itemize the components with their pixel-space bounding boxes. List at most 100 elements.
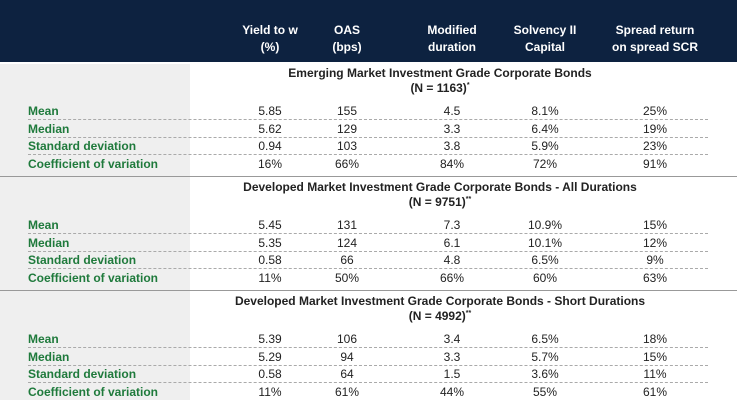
cell-value: 10.1% — [527, 235, 563, 250]
column-header: on spread SCR — [611, 40, 698, 54]
cell-value: 124 — [336, 235, 358, 250]
row-divider — [28, 382, 708, 383]
cell-value: 155 — [336, 104, 358, 118]
row-divider — [28, 268, 708, 269]
cell-value: 3.4 — [443, 332, 461, 346]
cell-value: 4.8 — [443, 253, 461, 267]
cell-value: 12% — [642, 235, 668, 250]
cell-value: 66 — [340, 253, 354, 267]
cell-value: 3.6% — [531, 367, 559, 381]
section-title: Emerging Market Investment Grade Corpora… — [288, 66, 592, 80]
cell-value: 60% — [532, 270, 558, 285]
row-label: Standard deviation — [28, 139, 137, 153]
cell-value: 84% — [439, 156, 465, 171]
cell-value: 44% — [439, 384, 465, 399]
cell-value: 72% — [532, 156, 558, 171]
cell-value: 66% — [439, 270, 465, 285]
section-subtitle: (N = 1163)* — [190, 81, 690, 95]
row-divider — [28, 250, 708, 252]
column-header: Solvency II — [513, 23, 577, 37]
cell-value: 0.58 — [258, 367, 282, 381]
cell-value: 11% — [258, 384, 282, 399]
cell-value: 91% — [642, 156, 668, 171]
footnote-mark: ** — [465, 310, 472, 317]
cell-value: 4.5 — [443, 104, 461, 118]
cell-value: 19% — [642, 121, 668, 136]
cell-value: 5.85 — [258, 104, 282, 118]
cell-value: 55% — [532, 384, 558, 399]
cell-value: 5.35 — [258, 235, 282, 250]
row-label: Standard deviation — [28, 253, 137, 267]
cell-value: 11% — [258, 270, 282, 285]
footnote-mark: * — [466, 82, 470, 89]
section-divider — [0, 290, 737, 291]
column-header: Modified — [427, 23, 477, 37]
cell-value: 0.58 — [258, 253, 282, 267]
section-count: (N = 1163) — [410, 81, 467, 95]
column-header: (%) — [260, 40, 280, 54]
row-label: Coefficient of variation — [28, 156, 159, 171]
cell-value: 66% — [334, 156, 360, 171]
cell-value: 1.5 — [443, 367, 461, 381]
header-band — [0, 0, 737, 62]
row-divider — [28, 119, 708, 120]
cell-value: 16% — [257, 156, 283, 171]
section-subtitle: (N = 4992)** — [190, 309, 690, 323]
section-title: Developed Market Investment Grade Corpor… — [234, 294, 646, 308]
row-label: Median — [28, 121, 70, 136]
cell-value: 8.1% — [531, 104, 559, 118]
cell-value: 3.3 — [443, 121, 461, 136]
row-divider — [28, 347, 708, 348]
cell-value: 18% — [642, 332, 668, 346]
section-title: Developed Market Investment Grade Corpor… — [243, 180, 637, 194]
cell-value: 3.8 — [443, 139, 461, 153]
cell-value: 5.45 — [258, 218, 282, 232]
section-count: (N = 4992) — [408, 309, 466, 323]
row-label: Median — [28, 349, 70, 364]
column-header: OAS — [333, 23, 360, 37]
cell-value: 5.7% — [531, 349, 559, 364]
row-divider — [28, 233, 708, 234]
section-subtitle: (N = 9751)** — [190, 195, 690, 209]
row-label: Median — [28, 235, 70, 250]
cell-value: 5.39 — [258, 332, 282, 346]
column-header: Yield to w — [242, 23, 298, 37]
section-divider — [0, 176, 737, 177]
cell-value: 61% — [334, 384, 360, 399]
footnote-mark: ** — [465, 196, 472, 203]
cell-value: 3.3 — [443, 349, 461, 364]
row-label: Coefficient of variation — [28, 270, 159, 285]
row-label: Mean — [28, 104, 59, 118]
column-header: (bps) — [332, 40, 362, 54]
column-header: duration — [428, 40, 476, 54]
cell-value: 6.1 — [443, 235, 461, 250]
cell-value: 63% — [642, 270, 668, 285]
cell-value: 5.62 — [258, 121, 282, 136]
label-column-bg — [0, 64, 190, 400]
cell-value: 0.94 — [258, 139, 282, 153]
cell-value: 15% — [642, 218, 668, 232]
row-label: Standard deviation — [28, 367, 137, 381]
cell-value: 6.5% — [531, 332, 559, 346]
cell-value: 131 — [336, 218, 358, 232]
cell-value: 6.4% — [531, 121, 559, 136]
column-header: Capital — [524, 40, 565, 54]
cell-value: 6.5% — [531, 253, 559, 267]
cell-value: 94 — [340, 349, 354, 364]
row-label: Mean — [28, 332, 59, 346]
row-label: Mean — [28, 218, 59, 232]
cell-value: 15% — [642, 349, 668, 364]
cell-value: 50% — [334, 270, 360, 285]
cell-value: 10.9% — [527, 218, 563, 232]
cell-value: 61% — [642, 384, 668, 399]
cell-value: 23% — [642, 139, 668, 153]
row-divider — [28, 136, 708, 138]
cell-value: 9% — [646, 253, 664, 267]
cell-value: 5.9% — [531, 139, 559, 153]
section-count: (N = 9751) — [408, 195, 466, 209]
cell-value: 7.3 — [443, 218, 461, 232]
cell-value: 11% — [643, 367, 667, 381]
cell-value: 103 — [336, 139, 358, 153]
cell-value: 129 — [336, 121, 358, 136]
